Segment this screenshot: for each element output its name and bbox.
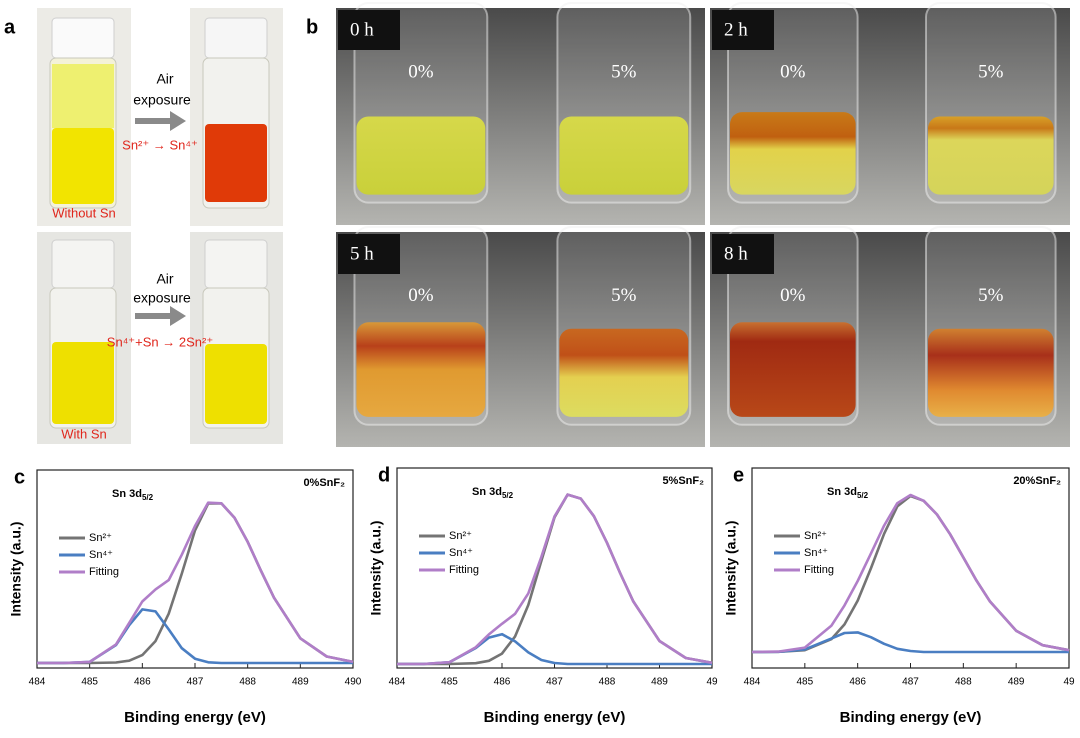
series-line <box>751 494 1070 654</box>
legend-label: Fitting <box>804 564 834 576</box>
plot-frame <box>36 469 354 669</box>
plot-frame <box>751 467 1070 669</box>
panel-letter: d <box>378 464 390 486</box>
y-axis-label: Intensity (a.u.) <box>723 521 739 616</box>
legend-label: Sn⁴⁺ <box>89 549 113 561</box>
x-tick-label: 486 <box>134 677 151 688</box>
time-box <box>338 10 400 50</box>
y-axis-label: Intensity (a.u.) <box>368 521 384 616</box>
x-tick-label: 488 <box>239 677 256 688</box>
reaction-label: Sn⁴⁺+Sn → 2Sn²⁺ <box>107 334 213 349</box>
legend-label: Sn²⁺ <box>449 530 472 542</box>
x-tick-label: 487 <box>902 677 919 688</box>
air-label: Air <box>156 271 173 287</box>
time-label: 8 h <box>724 243 748 264</box>
photo-b: 0% 5% 0 h 0% 5% 2 h 0% 5% 5 h 0% 5% 8 h <box>336 2 1070 447</box>
caption: With Sn <box>61 426 107 441</box>
annotation: 0%SnF₂ <box>303 477 345 489</box>
series-line <box>397 493 713 666</box>
concentration-label: 0% <box>408 61 434 82</box>
x-tick-label: 490 <box>345 677 362 688</box>
annotation: 5%SnF₂ <box>662 475 704 487</box>
concentration-label: 5% <box>611 285 637 306</box>
panel-letter: a <box>4 16 16 38</box>
concentration-label: 5% <box>611 61 637 82</box>
series-line <box>37 501 354 665</box>
liquid <box>559 116 689 195</box>
x-axis-label: Binding energy (eV) <box>124 709 266 726</box>
annotation: 20%SnF₂ <box>1013 475 1061 487</box>
liquid <box>356 116 486 195</box>
legend-label: Sn²⁺ <box>804 530 827 542</box>
air-label: Air <box>156 71 173 87</box>
peak-label-main: Sn 3d <box>827 486 857 498</box>
photo-a <box>37 8 283 444</box>
time-label: 5 h <box>350 243 374 264</box>
series-line <box>751 631 1069 654</box>
concentration-label: 5% <box>978 285 1004 306</box>
exposure-label: exposure <box>133 92 191 108</box>
liquid <box>928 116 1054 195</box>
x-axis-label: Binding energy (eV) <box>484 709 626 726</box>
peak-label: Sn 3d5/2 <box>472 486 514 500</box>
peak-label-main: Sn 3d <box>472 486 502 498</box>
x-tick-label: 485 <box>441 677 458 688</box>
x-tick-label: 485 <box>796 677 813 688</box>
x-axis-label: Binding energy (eV) <box>840 709 982 726</box>
liquid <box>928 328 1054 417</box>
concentration-label: 0% <box>780 285 806 306</box>
x-tick-label: 488 <box>599 677 616 688</box>
x-tick-label: 489 <box>1008 677 1025 688</box>
legend-label: Fitting <box>449 564 479 576</box>
x-tick-label: 484 <box>389 677 406 688</box>
series-line <box>397 632 712 666</box>
legend-label: Fitting <box>89 566 119 578</box>
peak-label: Sn 3d5/2 <box>112 488 154 502</box>
concentration-label: 5% <box>978 61 1004 82</box>
liquid <box>730 322 856 417</box>
x-tick-label: 486 <box>849 677 866 688</box>
time-box <box>712 10 774 50</box>
series-line <box>37 608 353 665</box>
plot-frame <box>396 467 713 669</box>
peak-label-sub: 5/2 <box>857 491 869 500</box>
liquid <box>559 328 689 417</box>
x-tick-label: 484 <box>744 677 761 688</box>
time-label: 2 h <box>724 19 748 40</box>
x-tick-label: 489 <box>292 677 309 688</box>
peak-label-main: Sn 3d <box>112 488 142 500</box>
panel-letter: c <box>14 466 25 488</box>
x-tick-label: 487 <box>546 677 563 688</box>
x-tick-label: 485 <box>81 677 98 688</box>
caption: Without Sn <box>52 205 116 220</box>
x-tick-label: 484 <box>29 677 46 688</box>
legend-label: Sn⁴⁺ <box>449 547 473 559</box>
time-box <box>338 234 400 274</box>
reaction-label: Sn²⁺ → Sn⁴⁺ <box>122 137 198 152</box>
x-tick-label: 486 <box>494 677 511 688</box>
x-tick-label: 488 <box>955 677 972 688</box>
x-tick-label: 49 <box>1063 677 1075 688</box>
liquid <box>356 322 486 417</box>
panel-letter: e <box>733 464 744 486</box>
time-label: 0 h <box>350 19 374 40</box>
time-box <box>712 234 774 274</box>
x-tick-label: 49 <box>706 677 718 688</box>
concentration-label: 0% <box>780 61 806 82</box>
legend-label: Sn⁴⁺ <box>804 547 828 559</box>
exposure-label: exposure <box>133 290 191 306</box>
liquid <box>730 112 856 195</box>
x-tick-label: 487 <box>187 677 204 688</box>
peak-label: Sn 3d5/2 <box>827 486 869 500</box>
panel-letter: b <box>306 16 318 38</box>
legend-label: Sn²⁺ <box>89 532 112 544</box>
peak-label-sub: 5/2 <box>142 493 154 502</box>
y-axis-label: Intensity (a.u.) <box>8 522 24 617</box>
peak-label-sub: 5/2 <box>502 491 514 500</box>
series-line <box>751 493 1070 654</box>
concentration-label: 0% <box>408 285 434 306</box>
x-tick-label: 489 <box>651 677 668 688</box>
